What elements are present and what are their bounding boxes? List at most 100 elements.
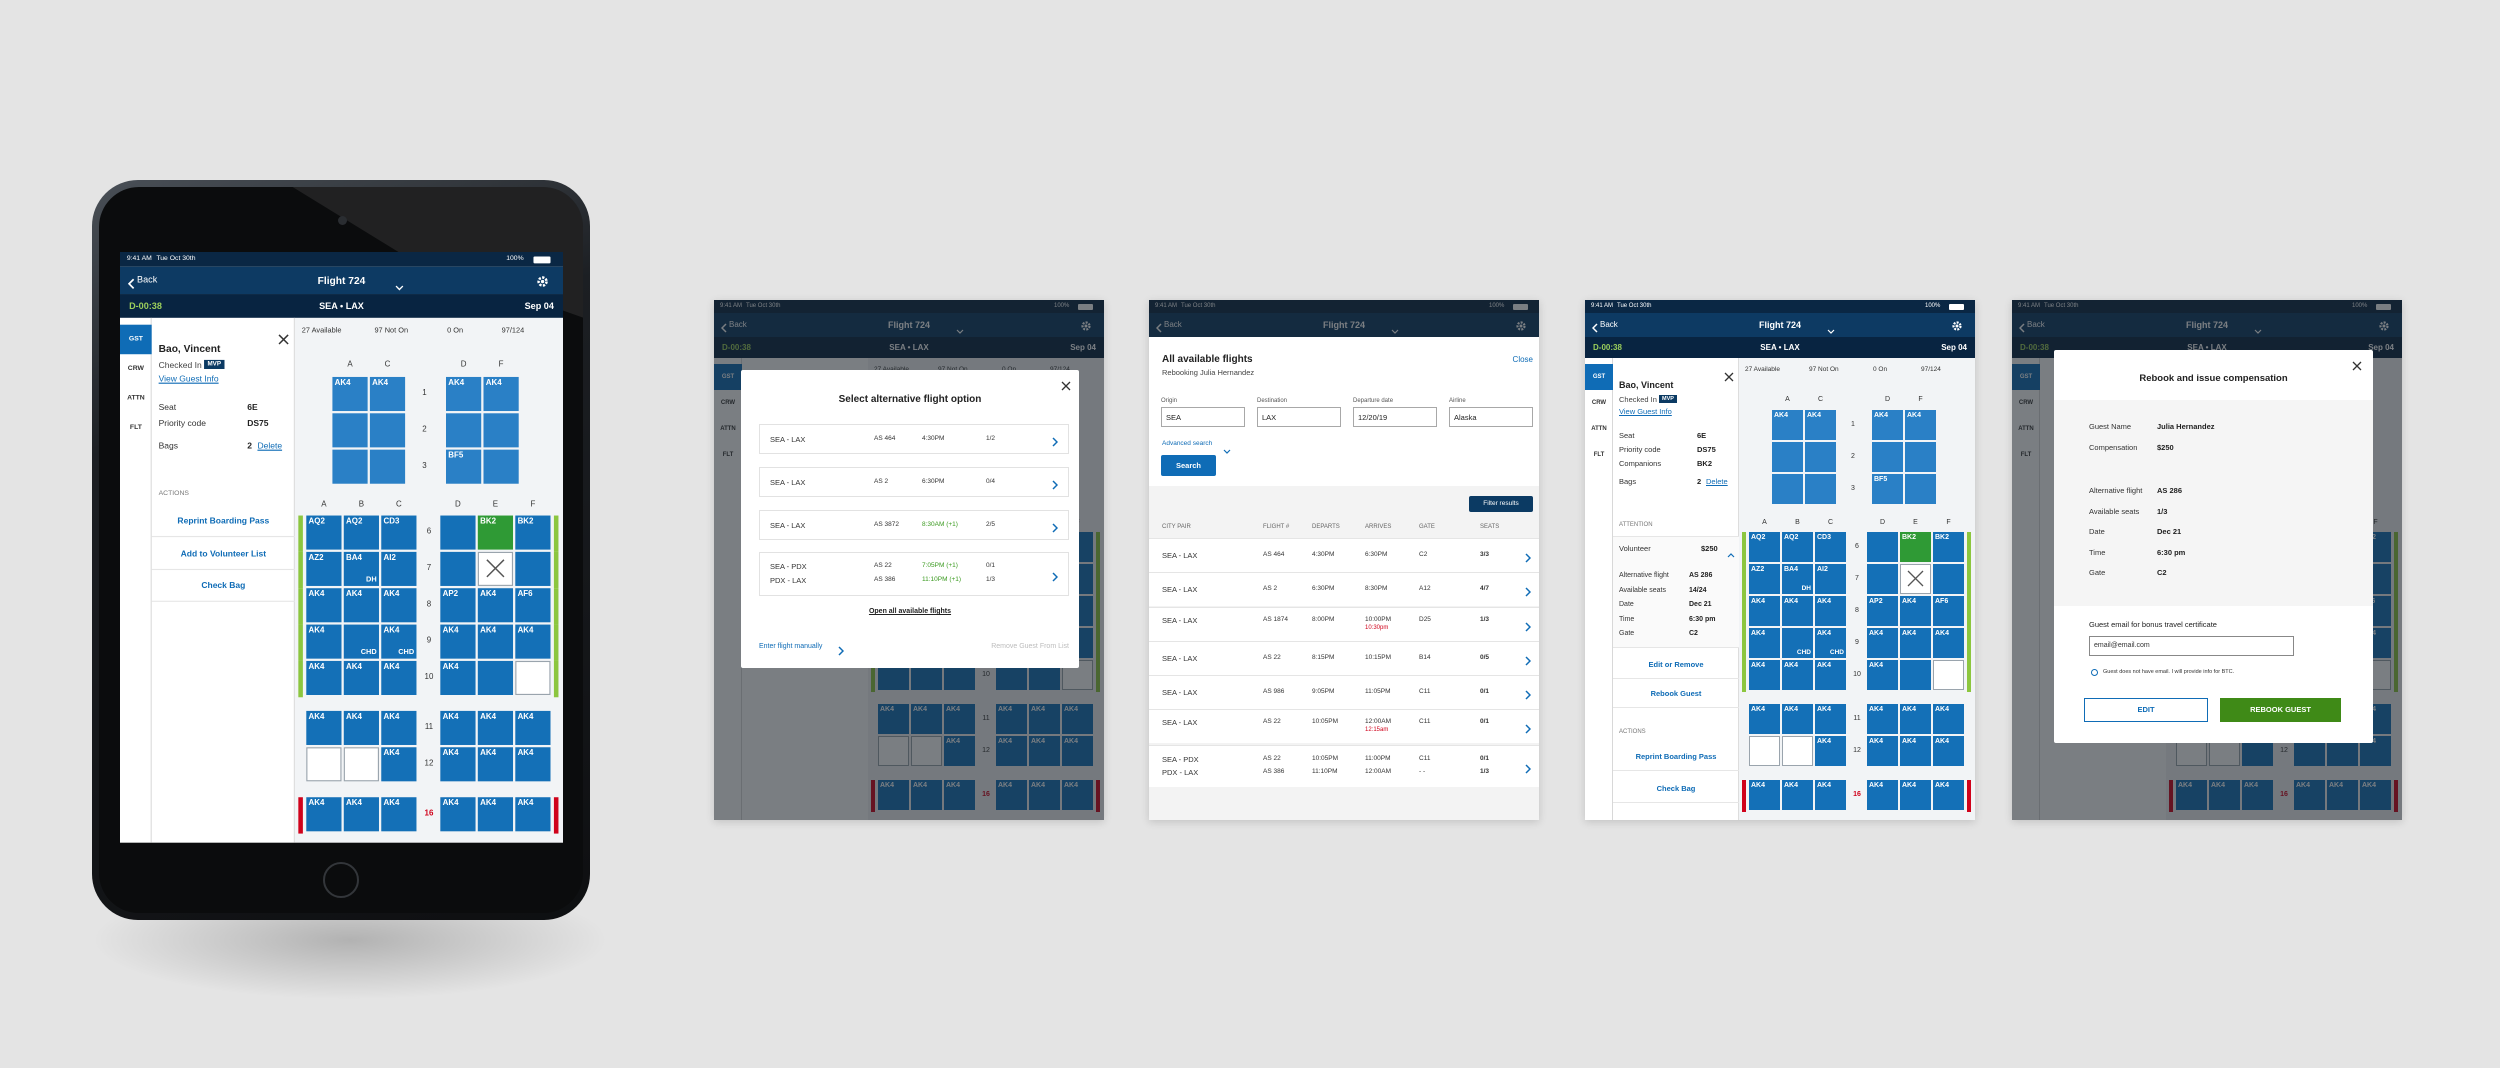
seat[interactable]: AQ2 xyxy=(306,515,342,550)
seat[interactable]: AI2 xyxy=(381,551,417,586)
seat[interactable]: AZ2 xyxy=(1749,564,1780,594)
flight-option[interactable] xyxy=(759,510,1069,540)
seat[interactable]: BA4 DH xyxy=(1782,564,1813,594)
enter-manually[interactable]: Enter flight manually xyxy=(759,643,823,650)
close-button[interactable]: Close xyxy=(1512,355,1533,364)
seat[interactable] xyxy=(446,413,482,448)
seat[interactable]: AK4 xyxy=(306,797,342,832)
seat[interactable] xyxy=(1905,442,1936,472)
view-guest-info[interactable]: View Guest Info xyxy=(158,373,219,384)
seat[interactable]: AK4 xyxy=(381,747,417,782)
flight-row[interactable] xyxy=(1149,572,1539,606)
seat[interactable]: AF6 xyxy=(515,588,551,623)
seat[interactable]: AK4 xyxy=(1815,736,1846,766)
email-input[interactable]: email@email.com xyxy=(2089,636,2294,656)
seat[interactable]: AK4 xyxy=(1867,736,1898,766)
action-button[interactable]: Check Bag xyxy=(1656,784,1696,793)
flight-row[interactable] xyxy=(1149,641,1539,675)
seat[interactable]: AK4 xyxy=(440,747,476,782)
tab[interactable]: GST xyxy=(120,324,152,355)
action-button[interactable]: Add to Volunteer List xyxy=(180,548,267,559)
close-panel[interactable] xyxy=(278,330,289,350)
seat[interactable] xyxy=(1867,532,1898,562)
seat[interactable]: CD3 xyxy=(1815,532,1846,562)
seat[interactable]: AQ2 xyxy=(343,515,379,550)
seat[interactable]: AK4 xyxy=(1782,780,1813,810)
seat[interactable]: AK4 xyxy=(1900,704,1931,734)
seat[interactable] xyxy=(1900,660,1931,690)
flight-option[interactable] xyxy=(759,552,1069,596)
tab[interactable]: ATTN xyxy=(127,395,145,402)
seat[interactable]: AK4 xyxy=(1900,780,1931,810)
no-email-radio[interactable] xyxy=(2091,669,2098,676)
back-button[interactable]: Back xyxy=(1600,320,1618,329)
seat[interactable] xyxy=(1782,736,1813,766)
flight-option[interactable] xyxy=(759,424,1069,454)
seat[interactable]: AK4 xyxy=(343,797,379,832)
seat[interactable]: AP2 xyxy=(1867,596,1898,626)
seat[interactable]: AK4 xyxy=(369,376,406,412)
seat[interactable]: AK4 CHD xyxy=(381,624,417,659)
tab[interactable]: CRW xyxy=(127,365,144,373)
open-all-flights[interactable]: Open all available flights xyxy=(868,608,952,615)
edit-button[interactable]: EDIT xyxy=(2084,698,2208,722)
seat[interactable] xyxy=(332,413,368,448)
seat[interactable]: AK4 xyxy=(1815,704,1846,734)
seat[interactable]: BK2 xyxy=(477,515,514,550)
seat[interactable]: CD3 xyxy=(381,515,417,550)
seat[interactable]: AK4 xyxy=(381,660,417,696)
seat[interactable]: AK4 xyxy=(1872,410,1903,440)
seat[interactable]: AK4 xyxy=(306,660,342,696)
volunteer-button[interactable]: Edit or Remove xyxy=(1648,660,1704,669)
flight-title[interactable]: Flight 724 xyxy=(317,274,366,287)
seat[interactable]: AK4 xyxy=(343,660,379,696)
input-field[interactable]: 12/20/19 xyxy=(1353,407,1437,427)
seat[interactable]: AK4 xyxy=(515,710,551,745)
seat[interactable] xyxy=(369,449,406,484)
tab[interactable]: FLT xyxy=(129,424,142,432)
seat[interactable]: AK4 xyxy=(381,797,417,832)
seat[interactable] xyxy=(1867,564,1898,594)
seat[interactable]: AK4 xyxy=(332,376,368,412)
seat[interactable]: AK4 xyxy=(440,710,476,745)
seat[interactable] xyxy=(1900,564,1931,594)
rebook-button[interactable]: REBOOK GUEST xyxy=(2220,698,2341,722)
seat[interactable]: BA4 DH xyxy=(343,551,379,586)
input-field[interactable]: LAX xyxy=(1257,407,1341,427)
seat[interactable]: AK4 xyxy=(1815,596,1846,626)
seat[interactable]: AK4 xyxy=(1933,704,1964,734)
seat[interactable]: CHD xyxy=(343,624,379,659)
flight-option[interactable] xyxy=(759,467,1069,497)
seat[interactable]: AK4 xyxy=(343,710,379,745)
input-field[interactable]: Alaska xyxy=(1449,407,1533,427)
seat[interactable]: AK4 xyxy=(1772,410,1803,440)
collapse-caret[interactable] xyxy=(1727,545,1735,563)
seat[interactable]: AK4 xyxy=(446,376,482,412)
seat[interactable]: AK4 xyxy=(1805,410,1836,440)
seat[interactable]: AK4 CHD xyxy=(1815,628,1846,658)
seat[interactable] xyxy=(1772,474,1803,504)
seat[interactable]: AK4 xyxy=(1749,596,1780,626)
volunteer-button[interactable]: Rebook Guest xyxy=(1650,689,1702,698)
seat[interactable]: AK4 xyxy=(1815,780,1846,810)
seat[interactable]: AK4 xyxy=(1867,704,1898,734)
seat[interactable]: AQ2 xyxy=(1749,532,1780,562)
settings-gear[interactable] xyxy=(536,274,550,294)
action-button[interactable]: Reprint Boarding Pass xyxy=(1635,752,1717,761)
seat[interactable]: AK4 xyxy=(381,710,417,745)
seat[interactable]: AK4 xyxy=(1900,628,1931,658)
seat[interactable]: AK4 xyxy=(440,797,476,832)
seat[interactable]: AF6 xyxy=(1933,596,1964,626)
tab[interactable]: ATTN xyxy=(1591,426,1607,432)
seat[interactable] xyxy=(1805,442,1836,472)
seat[interactable] xyxy=(477,551,514,586)
seat[interactable]: AK4 xyxy=(306,588,342,623)
seat[interactable]: AK4 xyxy=(1900,596,1931,626)
seat[interactable] xyxy=(515,551,551,586)
seat[interactable] xyxy=(1872,442,1903,472)
flight-row[interactable] xyxy=(1149,709,1539,743)
close-modal[interactable] xyxy=(2352,358,2362,376)
seat[interactable] xyxy=(343,747,379,782)
input-field[interactable]: SEA xyxy=(1161,407,1245,427)
delete-bag[interactable]: Delete xyxy=(257,440,283,451)
